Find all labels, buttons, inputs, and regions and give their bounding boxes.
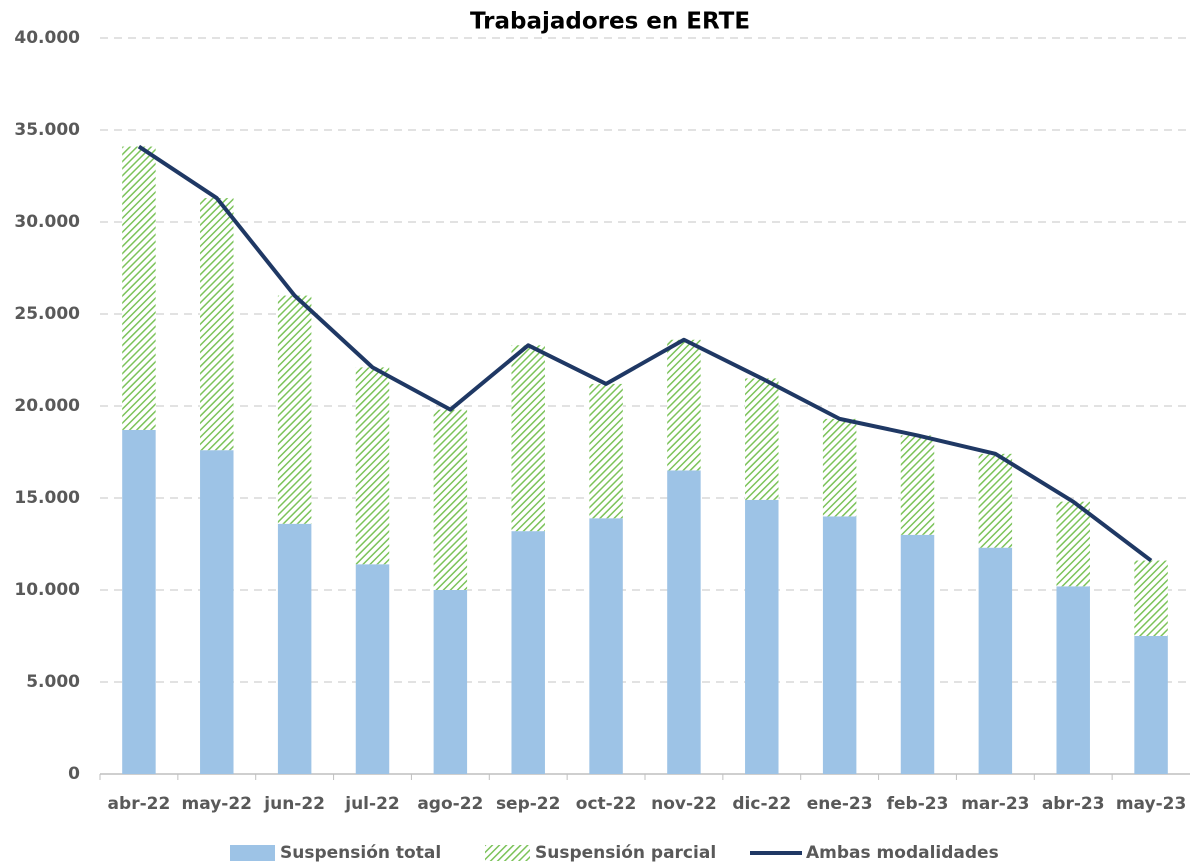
bar xyxy=(978,453,1013,548)
chart-title: Trabajadores en ERTE xyxy=(470,9,750,35)
bar xyxy=(355,367,390,565)
bar xyxy=(122,146,156,430)
x-tick-label: ene-23 xyxy=(807,794,873,814)
x-tick-label: may-23 xyxy=(1116,794,1186,814)
x-tick-label: jul-22 xyxy=(344,794,399,814)
y-tick-label: 0 xyxy=(68,764,80,784)
x-tick-label: oct-22 xyxy=(576,794,637,814)
x-tick-label: feb-23 xyxy=(887,794,949,814)
bar xyxy=(822,516,857,774)
bar xyxy=(822,418,857,517)
bar xyxy=(355,564,390,774)
bar xyxy=(1056,501,1090,587)
bar xyxy=(511,531,545,774)
bar xyxy=(277,523,312,774)
x-tick-label: nov-22 xyxy=(651,794,717,814)
line xyxy=(137,144,1153,563)
bar xyxy=(900,534,935,774)
bar xyxy=(1056,586,1090,774)
bar xyxy=(667,470,701,774)
bar xyxy=(433,590,468,774)
bar xyxy=(589,383,623,519)
x-tick-label: abr-23 xyxy=(1042,794,1105,814)
y-tick-label: 35.000 xyxy=(14,120,80,140)
bar xyxy=(745,499,779,774)
x-tick-label: jun-22 xyxy=(263,794,325,814)
y-tick-label: 10.000 xyxy=(14,580,80,600)
bar xyxy=(511,345,545,532)
bar xyxy=(589,518,623,774)
bar xyxy=(667,339,701,471)
bar xyxy=(745,378,779,500)
y-tick-label: 30.000 xyxy=(14,212,80,232)
bar xyxy=(900,435,935,535)
legend-swatch xyxy=(230,845,275,861)
y-tick-label: 15.000 xyxy=(14,488,80,508)
x-tick-label: ago-22 xyxy=(417,794,483,814)
bar xyxy=(277,295,312,524)
legend-label: Suspensión parcial xyxy=(535,843,716,863)
y-tick-label: 5.000 xyxy=(26,672,80,692)
bar xyxy=(433,409,468,590)
y-tick-label: 20.000 xyxy=(14,396,80,416)
legend-label: Suspensión total xyxy=(280,843,441,863)
x-tick-label: dic-22 xyxy=(732,794,791,814)
x-tick-label: abr-22 xyxy=(108,794,171,814)
legend-swatch xyxy=(485,845,530,861)
x-tick-label: sep-22 xyxy=(496,794,561,814)
bar xyxy=(1134,636,1168,774)
y-tick-label: 25.000 xyxy=(14,304,80,324)
bar xyxy=(200,450,234,774)
bar xyxy=(200,198,234,451)
bar xyxy=(1134,560,1168,636)
bar xyxy=(978,547,1013,774)
bar xyxy=(122,429,156,774)
x-tick-label: may-22 xyxy=(182,794,252,814)
y-tick-label: 40.000 xyxy=(14,28,80,48)
legend-label: Ambas modalidades xyxy=(806,843,999,863)
x-tick-label: mar-23 xyxy=(961,794,1029,814)
